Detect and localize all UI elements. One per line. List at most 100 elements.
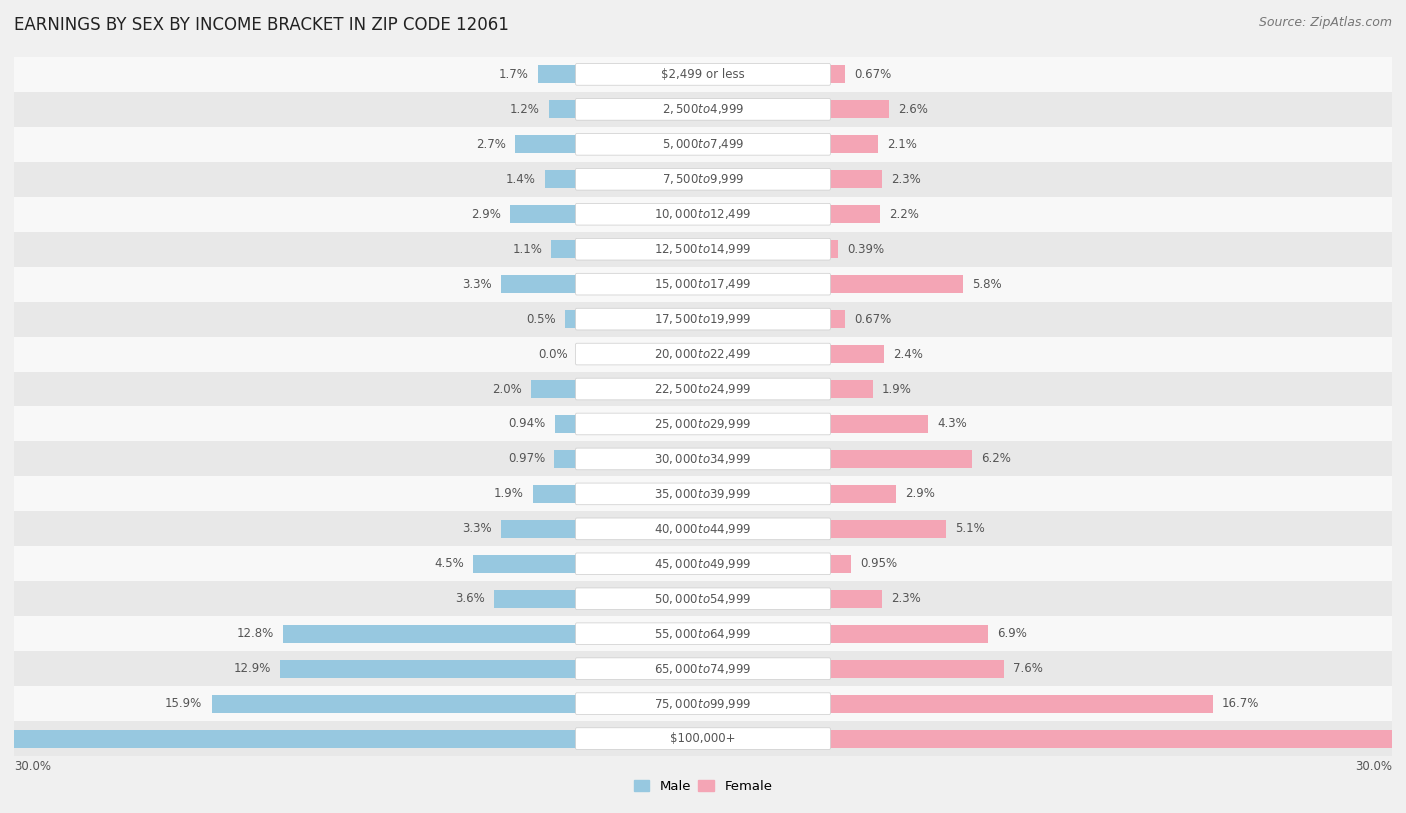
Text: 4.3%: 4.3% [938, 418, 967, 430]
Bar [544, 170, 576, 189]
Bar [494, 589, 576, 608]
Bar [830, 415, 928, 433]
Text: $45,000 to $49,999: $45,000 to $49,999 [654, 557, 752, 571]
Text: $40,000 to $44,999: $40,000 to $44,999 [654, 522, 752, 536]
Bar [515, 135, 576, 154]
Text: 2.9%: 2.9% [905, 488, 935, 500]
Text: 2.7%: 2.7% [475, 138, 506, 150]
Bar [474, 554, 576, 573]
FancyBboxPatch shape [575, 238, 831, 260]
Text: $25,000 to $29,999: $25,000 to $29,999 [654, 417, 752, 431]
Bar [280, 659, 576, 678]
Text: 15.9%: 15.9% [165, 698, 202, 710]
Text: 0.0%: 0.0% [538, 348, 568, 360]
Bar [550, 100, 576, 119]
Bar [830, 485, 896, 503]
Bar [830, 380, 873, 398]
Text: $35,000 to $39,999: $35,000 to $39,999 [654, 487, 752, 501]
Text: 0.94%: 0.94% [509, 418, 546, 430]
Text: $100,000+: $100,000+ [671, 733, 735, 745]
Bar [830, 554, 851, 573]
Text: 3.3%: 3.3% [463, 523, 492, 535]
FancyBboxPatch shape [575, 588, 831, 610]
FancyBboxPatch shape [575, 518, 831, 540]
Bar [551, 240, 576, 259]
FancyBboxPatch shape [575, 413, 831, 435]
Bar [14, 616, 1392, 651]
Text: $2,500 to $4,999: $2,500 to $4,999 [662, 102, 744, 116]
Text: $10,000 to $12,499: $10,000 to $12,499 [654, 207, 752, 221]
Bar [14, 511, 1392, 546]
Bar [830, 100, 889, 119]
FancyBboxPatch shape [575, 308, 831, 330]
Text: $55,000 to $64,999: $55,000 to $64,999 [654, 627, 752, 641]
Text: 1.9%: 1.9% [882, 383, 912, 395]
FancyBboxPatch shape [575, 483, 831, 505]
Text: 0.67%: 0.67% [853, 68, 891, 80]
Text: 2.0%: 2.0% [492, 383, 522, 395]
Bar [830, 135, 877, 154]
Bar [14, 267, 1392, 302]
Bar [830, 624, 988, 643]
Bar [14, 372, 1392, 406]
Text: Source: ZipAtlas.com: Source: ZipAtlas.com [1258, 16, 1392, 29]
FancyBboxPatch shape [575, 693, 831, 715]
Text: $22,500 to $24,999: $22,500 to $24,999 [654, 382, 752, 396]
Text: 30.0%: 30.0% [1355, 759, 1392, 772]
Text: $17,500 to $19,999: $17,500 to $19,999 [654, 312, 752, 326]
Text: $50,000 to $54,999: $50,000 to $54,999 [654, 592, 752, 606]
FancyBboxPatch shape [575, 133, 831, 155]
Bar [14, 441, 1392, 476]
FancyBboxPatch shape [575, 63, 831, 85]
Text: 0.67%: 0.67% [853, 313, 891, 325]
Bar [14, 651, 1392, 686]
FancyBboxPatch shape [575, 203, 831, 225]
Bar [14, 197, 1392, 232]
Text: $5,000 to $7,499: $5,000 to $7,499 [662, 137, 744, 151]
FancyBboxPatch shape [575, 168, 831, 190]
Text: $65,000 to $74,999: $65,000 to $74,999 [654, 662, 752, 676]
Bar [531, 380, 576, 398]
Bar [830, 589, 882, 608]
Text: 12.9%: 12.9% [233, 663, 271, 675]
FancyBboxPatch shape [575, 623, 831, 645]
Bar [830, 659, 1004, 678]
Text: EARNINGS BY SEX BY INCOME BRACKET IN ZIP CODE 12061: EARNINGS BY SEX BY INCOME BRACKET IN ZIP… [14, 16, 509, 34]
Bar [14, 546, 1392, 581]
FancyBboxPatch shape [575, 273, 831, 295]
Text: 1.9%: 1.9% [494, 488, 524, 500]
Bar [555, 415, 576, 433]
Text: 30.0%: 30.0% [14, 759, 51, 772]
Text: 12.8%: 12.8% [236, 628, 274, 640]
Bar [14, 581, 1392, 616]
Bar [14, 406, 1392, 441]
Text: $12,500 to $14,999: $12,500 to $14,999 [654, 242, 752, 256]
Text: 0.97%: 0.97% [508, 453, 546, 465]
Bar [830, 450, 972, 468]
Text: 3.3%: 3.3% [463, 278, 492, 290]
Bar [830, 275, 963, 293]
Text: 2.4%: 2.4% [894, 348, 924, 360]
Bar [830, 729, 1406, 748]
Bar [283, 624, 576, 643]
Text: $20,000 to $22,499: $20,000 to $22,499 [654, 347, 752, 361]
Text: 5.1%: 5.1% [956, 523, 986, 535]
FancyBboxPatch shape [575, 658, 831, 680]
Text: 2.3%: 2.3% [891, 593, 921, 605]
Text: 6.2%: 6.2% [981, 453, 1011, 465]
Bar [830, 170, 882, 189]
Text: $30,000 to $34,999: $30,000 to $34,999 [654, 452, 752, 466]
Text: 2.3%: 2.3% [891, 173, 921, 185]
Bar [565, 310, 576, 328]
Text: 2.2%: 2.2% [889, 208, 920, 220]
Bar [14, 686, 1392, 721]
FancyBboxPatch shape [575, 553, 831, 575]
Text: $2,499 or less: $2,499 or less [661, 68, 745, 80]
Bar [14, 57, 1392, 92]
FancyBboxPatch shape [575, 378, 831, 400]
FancyBboxPatch shape [575, 343, 831, 365]
Text: 16.7%: 16.7% [1222, 698, 1260, 710]
Text: $7,500 to $9,999: $7,500 to $9,999 [662, 172, 744, 186]
Bar [537, 65, 576, 84]
Bar [830, 694, 1213, 713]
